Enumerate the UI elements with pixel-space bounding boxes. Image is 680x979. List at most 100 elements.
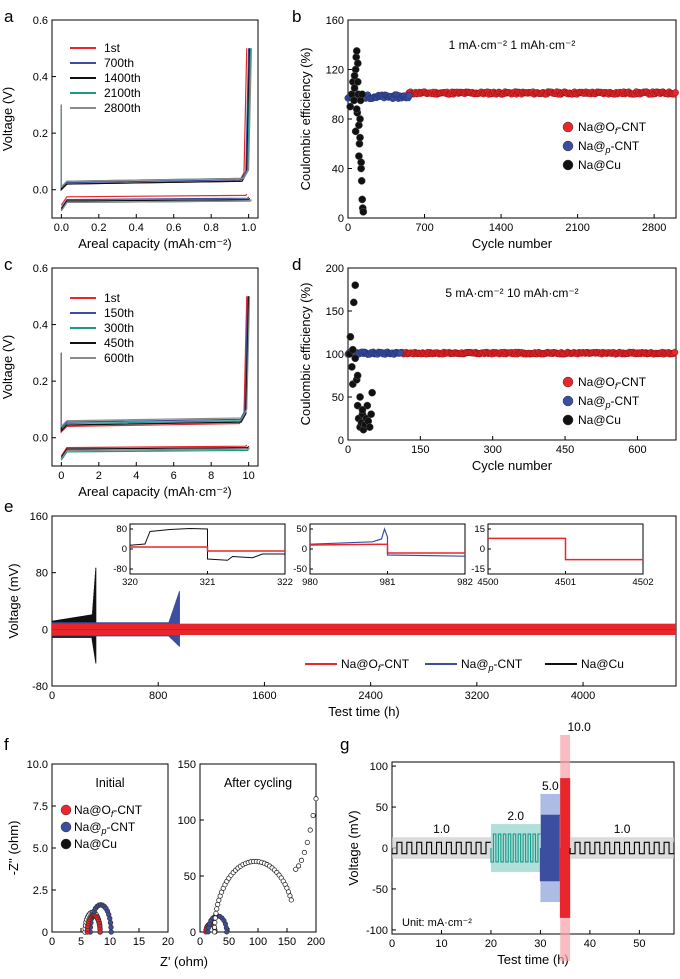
inset-x-tick-label: 4500 <box>477 577 498 588</box>
inset-x-tick-label: 4502 <box>632 577 653 588</box>
y-tick-label: 100 <box>326 349 344 361</box>
condition-annotation: 5 mA·cm⁻² 10 mAh·cm⁻² <box>445 286 578 300</box>
panel-letter-f: f <box>4 735 9 754</box>
data-point <box>357 158 365 167</box>
eis-point <box>301 849 307 856</box>
y-tick-label: 100 <box>370 761 388 773</box>
plot-frame <box>51 515 677 687</box>
y-axis-label: Voltage (V) <box>0 87 15 151</box>
x-axis-label: Test time (h) <box>328 704 400 719</box>
inset-y-tick-label: 0 <box>480 544 485 555</box>
legend-label: 1st <box>104 291 121 305</box>
x-axis-label: Z' (ohm) <box>160 954 208 969</box>
x-tick-label: 0.0 <box>54 222 69 234</box>
inset-x-tick-label: 982 <box>457 577 473 588</box>
rate-label: 1.0 <box>614 822 631 836</box>
stripping-curve <box>60 48 253 189</box>
voltage-trace <box>559 778 571 918</box>
y-tick-label: 150 <box>178 759 196 771</box>
y-axis-label: Voltage (V) <box>0 335 15 399</box>
legend-label: 150th <box>104 306 134 320</box>
legend-marker <box>562 414 574 426</box>
y-tick-label: 0.4 <box>33 72 48 84</box>
inset-y-tick-label: 0 <box>302 544 307 555</box>
eis-point <box>212 920 218 926</box>
legend-marker <box>562 159 574 171</box>
data-point <box>346 332 355 341</box>
eis-point <box>212 915 218 921</box>
stripping-curve <box>60 48 252 189</box>
stripping-curve <box>60 48 251 192</box>
legend-label: 1400th <box>104 71 141 85</box>
unit-note: Unit: mA·cm⁻² <box>402 917 472 929</box>
data-point <box>352 105 361 113</box>
y-tick-label: 5.0 <box>33 843 48 855</box>
inset-na-cu <box>129 527 285 561</box>
x-tick-label: 10 <box>243 470 255 482</box>
y-tick-label: 0 <box>42 624 48 636</box>
eis-point <box>298 857 305 863</box>
data-point <box>350 96 358 105</box>
eis-point <box>108 924 114 930</box>
panel-letter-b: b <box>292 7 301 26</box>
legend-marker <box>60 804 72 816</box>
inset-y-tick-label: -50 <box>293 564 307 575</box>
x-tick-label: 50 <box>223 936 235 948</box>
data-point <box>351 127 360 136</box>
inset-y-tick-label: -15 <box>471 564 485 575</box>
legend-label: Na@Cu <box>578 158 621 172</box>
y-axis-label: -Z'' (ohm) <box>6 821 21 876</box>
eis-point <box>304 839 310 845</box>
eis-point <box>211 929 218 935</box>
eis-point <box>205 929 211 935</box>
inset-na-of-cnt <box>130 546 285 552</box>
panel-b-chart: 0 700 1400 2100 2800 0 40 80 120 160 Cycle number C… <box>298 15 679 251</box>
legend-label: Na@Cu <box>578 413 621 427</box>
inset-y-tick-label: 15 <box>474 524 485 535</box>
data-point <box>350 71 359 80</box>
x-tick-label: 20 <box>162 936 174 948</box>
x-tick-label: 0.2 <box>91 222 106 234</box>
x-tick-label: 0.8 <box>204 222 219 234</box>
x-tick-label: 300 <box>484 444 502 456</box>
inset-y-tick-label: -80 <box>113 564 127 575</box>
data-point <box>352 47 361 55</box>
x-tick-label: 0 <box>49 690 55 702</box>
data-point <box>350 84 359 92</box>
y-tick-label: 200 <box>326 263 344 275</box>
x-tick-label: 200 <box>307 936 325 948</box>
x-tick-label: 0 <box>49 936 55 948</box>
data-point <box>367 410 376 419</box>
data-point <box>349 298 358 307</box>
x-axis-label: Cycle number <box>472 236 553 251</box>
subplot-title: After cycling <box>224 776 292 790</box>
panel-letter-c: c <box>4 255 13 274</box>
x-tick-label: 600 <box>628 444 646 456</box>
y-axis-label: Voltage (mV) <box>6 563 21 638</box>
x-tick-label: 2800 <box>642 222 666 234</box>
legend-label: Na@Cu <box>74 837 117 851</box>
y-tick-label: 0 <box>338 435 344 447</box>
y-tick-label: 50 <box>376 802 388 814</box>
x-tick-label: 2100 <box>565 222 589 234</box>
stripping-curve <box>60 296 251 428</box>
x-tick-label: 150 <box>411 444 429 456</box>
legend-marker <box>60 821 72 833</box>
y-axis-label: Coulombic efficiency (%) <box>298 283 313 426</box>
y-tick-label: 120 <box>326 65 344 77</box>
eis-point <box>296 863 302 869</box>
data-point <box>396 349 404 357</box>
rate-label: 1.0 <box>433 822 450 836</box>
y-axis-label: Coulombic efficiency (%) <box>298 48 313 191</box>
x-tick-label: 0 <box>345 444 351 456</box>
legend-label: 2100th <box>104 86 141 100</box>
plating-curve <box>60 444 248 457</box>
stripping-curve <box>60 48 248 192</box>
panel-a-chart: 0.0 0.2 0.4 0.6 0.8 1.0 0.0 0.2 0.4 0.6 Areal capa… <box>0 15 259 251</box>
panel-c-chart: 0 2 4 6 8 10 0.0 0.2 0.4 0.6 Areal capacity (mAh·c… <box>0 263 259 499</box>
inset-na-of-cnt <box>309 543 465 554</box>
x-tick-label: 10 <box>435 938 447 950</box>
inset-x-tick-label: 981 <box>380 577 396 588</box>
panel-d-chart: 0 150 300 450 600 0 50 100 150 200 Cycle number Cou… <box>298 263 679 473</box>
panel-g-chart: 0 10 20 30 40 50 -100 -50 0 50 100 Test time (h) Vol… <box>346 720 675 967</box>
